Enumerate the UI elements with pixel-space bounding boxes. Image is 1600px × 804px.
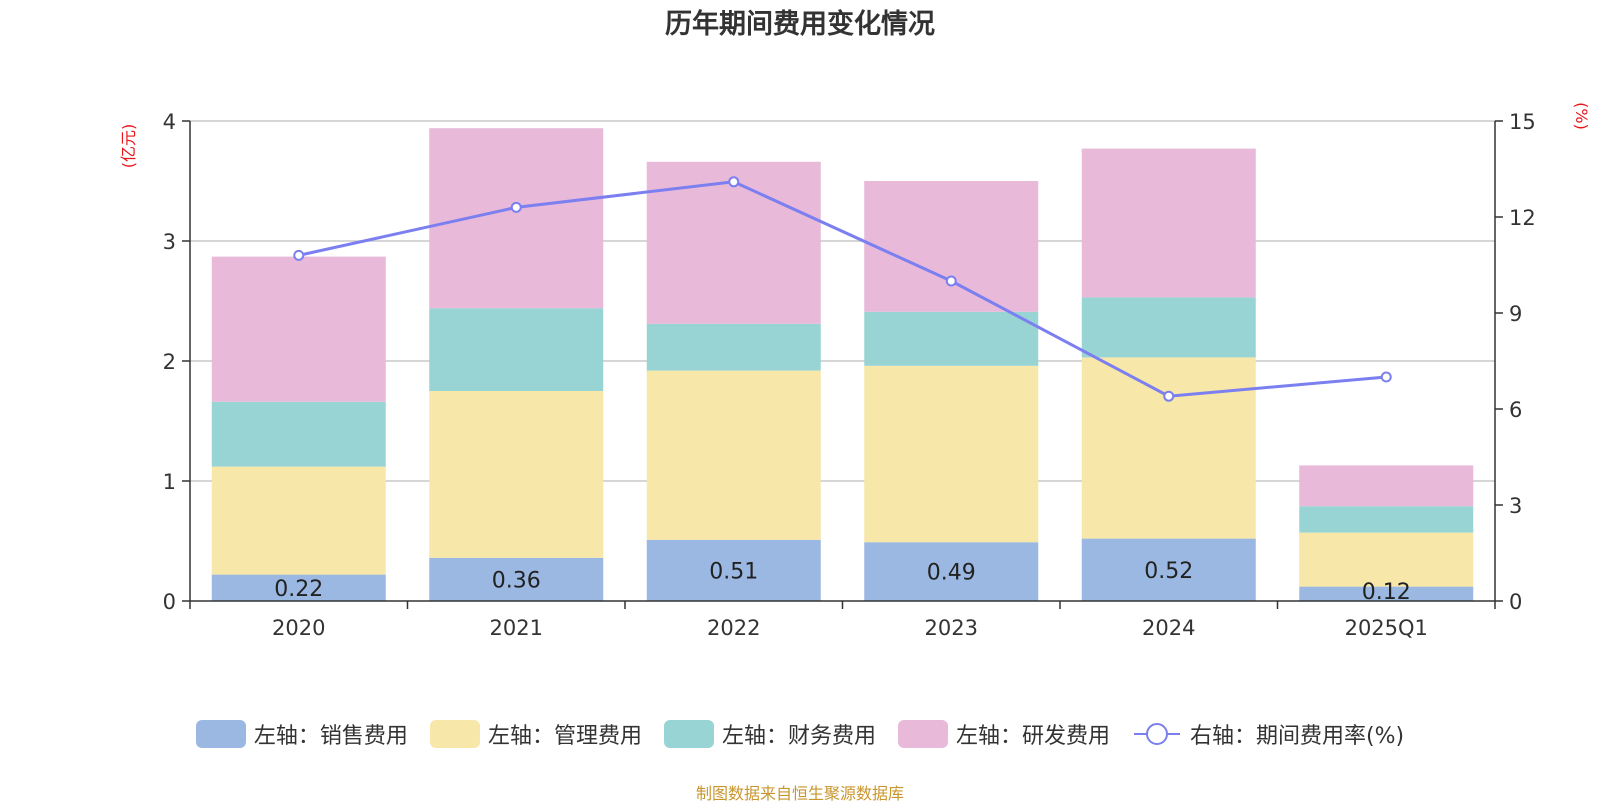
legend-item[interactable]: 右轴：期间费用率(%) (1132, 718, 1404, 750)
bar-data-label: 0.36 (492, 568, 541, 593)
bar-segment (429, 391, 603, 558)
x-tick-label: 2022 (707, 616, 760, 640)
left-tick-label: 4 (163, 110, 176, 134)
right-tick-label: 6 (1509, 398, 1522, 422)
legend-item[interactable]: 左轴：财务费用 (664, 718, 876, 750)
x-tick-label: 2020 (272, 616, 325, 640)
left-tick-label: 3 (163, 230, 176, 254)
x-tick-label: 2021 (490, 616, 543, 640)
source-footer: 制图数据来自恒生聚源数据库 (0, 780, 1600, 804)
expense-rate-point (294, 251, 303, 260)
bar-segment (1299, 465, 1473, 506)
legend-swatch (898, 720, 948, 748)
bar-data-label: 0.51 (709, 559, 758, 584)
left-tick-label: 2 (163, 350, 176, 374)
expense-rate-point (947, 277, 956, 286)
right-axis-unit: (%) (1572, 102, 1591, 130)
x-tick-label: 2023 (925, 616, 978, 640)
bar-segment (647, 324, 821, 371)
bar-segment (1299, 533, 1473, 587)
expense-rate-point (729, 177, 738, 186)
legend-swatch (664, 720, 714, 748)
bar-segment (212, 402, 386, 467)
right-tick-label: 12 (1509, 206, 1536, 230)
right-tick-label: 3 (1509, 494, 1522, 518)
bar-segment (1082, 149, 1256, 298)
bar-data-label: 0.49 (927, 561, 976, 586)
expense-rate-point (512, 203, 521, 212)
expense-rate-point (1382, 373, 1391, 382)
x-tick-label: 2024 (1142, 616, 1195, 640)
left-axis-unit: (亿元) (119, 124, 138, 169)
bar-segment (1082, 297, 1256, 357)
right-tick-label: 15 (1509, 110, 1536, 134)
legend-label: 左轴：财务费用 (722, 718, 876, 750)
bar-segment (864, 312, 1038, 366)
legend-item[interactable]: 左轴：管理费用 (430, 718, 642, 750)
bar-segment (647, 371, 821, 540)
bar-segment (212, 257, 386, 402)
legend-swatch (196, 720, 246, 748)
chart-canvas: 0123403691215(亿元)(%)0.22 0.36 0.51 0.49 0.52… (0, 0, 1600, 800)
x-tick-label: 2025Q1 (1345, 616, 1428, 640)
bar-data-label: 0.22 (274, 577, 323, 602)
bar-segment (429, 128, 603, 308)
left-tick-label: 1 (163, 470, 176, 494)
right-tick-label: 0 (1509, 590, 1522, 614)
legend-label: 左轴：研发费用 (956, 718, 1110, 750)
bar-segment (1082, 357, 1256, 538)
bar-segment (864, 181, 1038, 312)
left-tick-label: 0 (163, 590, 176, 614)
expense-rate-point (1164, 392, 1173, 401)
bar-segment (864, 366, 1038, 542)
bar-segment (212, 467, 386, 575)
legend-line-marker (1132, 720, 1182, 748)
legend-label: 左轴：销售费用 (254, 718, 408, 750)
right-tick-label: 9 (1509, 302, 1522, 326)
legend-item[interactable]: 左轴：销售费用 (196, 718, 408, 750)
legend-label: 左轴：管理费用 (488, 718, 642, 750)
legend-label: 右轴：期间费用率(%) (1190, 718, 1404, 750)
bar-segment (1299, 506, 1473, 532)
legend-item[interactable]: 左轴：研发费用 (898, 718, 1110, 750)
bar-segment (429, 308, 603, 391)
legend-swatch (430, 720, 480, 748)
bar-data-label: 0.52 (1144, 559, 1193, 584)
legend: 左轴：销售费用 左轴：管理费用 左轴：财务费用 左轴：研发费用 右轴：期间费用率(%) (0, 718, 1600, 750)
